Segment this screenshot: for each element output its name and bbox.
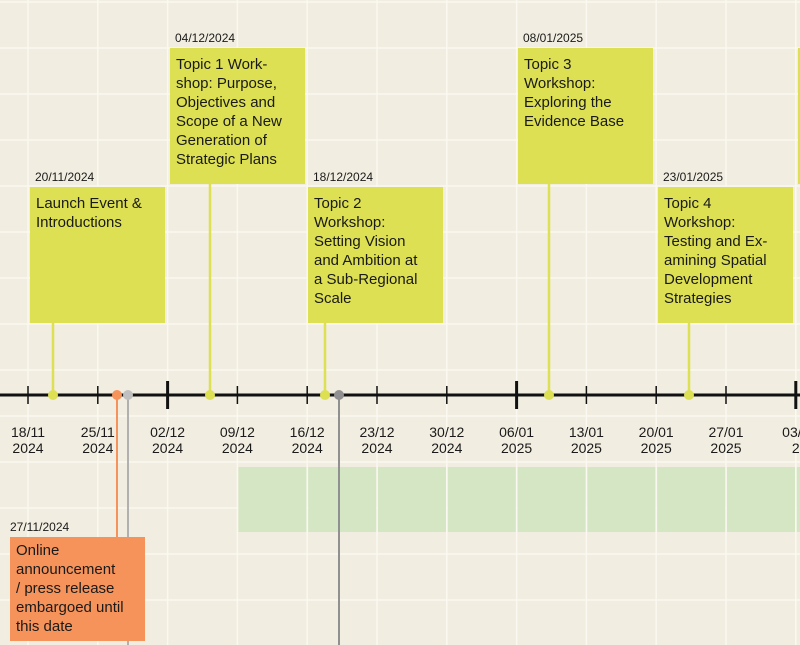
event-text: Evidence Base <box>524 113 625 130</box>
tick-text: 2024 <box>152 440 184 456</box>
tick-label: 18/11 2024 <box>0 424 58 456</box>
tick-text: 2024 <box>431 440 463 456</box>
schedule-band <box>308 467 377 532</box>
schedule-band <box>238 467 307 532</box>
event-text: Scope of a New <box>176 113 282 130</box>
event-text: this date <box>16 618 73 635</box>
event-text: Scale <box>314 290 352 307</box>
event-text: Testing and Ex- <box>664 233 768 250</box>
event-text: shop: Purpose, <box>176 75 277 92</box>
event-text: amining Spatial <box>664 252 767 269</box>
event-card: Topic 2 Workshop: Setting Vision and Ambiti… <box>308 187 443 323</box>
tick-text: 27/01 <box>708 424 744 440</box>
event-text: Introductions <box>36 214 122 231</box>
tick-text: 25/11 <box>80 424 115 440</box>
event-dot <box>334 390 344 400</box>
tick-text: 2024 <box>82 440 114 456</box>
event-text: a Sub-Regional <box>314 271 418 288</box>
tick-text: 20/01 <box>638 424 674 440</box>
event-card: Online announcement / press release embargo… <box>10 537 145 641</box>
event-dot <box>123 390 133 400</box>
event-dot <box>544 390 554 400</box>
schedule-band <box>587 467 656 532</box>
tick-text: 02/12 <box>150 424 186 440</box>
event-card <box>798 48 800 184</box>
tick-label: 16/12 2024 <box>277 424 337 456</box>
tick-text: 2024 <box>361 440 393 456</box>
event-text: / press release <box>16 580 115 597</box>
event-text: Workshop: <box>664 214 736 231</box>
tick-text: 2024 <box>12 440 44 456</box>
event-date: 18/12/2024 <box>313 170 374 184</box>
schedule-band <box>378 467 446 532</box>
event-dot <box>112 390 122 400</box>
tick-text: 16/12 <box>289 424 325 440</box>
tick-label: 30/12 2024 <box>417 424 477 456</box>
tick-text: 2025 <box>640 440 672 456</box>
tick-label: 03/02 <box>766 424 800 456</box>
event-card: Topic 4 Workshop: Testing and Ex-amining S… <box>658 187 793 323</box>
event-date: 27/11/2024 <box>10 520 70 534</box>
event-date: 04/12/2024 <box>175 31 236 45</box>
tick-text: 2025 <box>710 440 742 456</box>
tick-text: 09/12 <box>219 424 255 440</box>
tick-label: 13/01 2025 <box>556 424 616 456</box>
event-text: and Ambition at <box>314 252 418 269</box>
tick-text: 2025 <box>570 440 602 456</box>
event-text: Topic 4 <box>664 195 712 212</box>
tick-label: 02/12 2024 <box>138 424 198 456</box>
event-date: 20/11/2024 <box>35 170 95 184</box>
event-card: Launch Event & Introductions <box>30 187 165 323</box>
tick-label: 25/11 2024 <box>68 424 128 456</box>
event-text: embargoed until <box>16 599 124 616</box>
event-text: Workshop: <box>314 214 386 231</box>
schedule-band <box>657 467 726 532</box>
tick-text: 13/01 <box>568 424 604 440</box>
event-text: Exploring the <box>524 94 612 111</box>
tick-text: 18/11 <box>11 424 45 440</box>
event-card: Topic 3 Workshop: Exploring the Evidence Ba… <box>518 48 653 184</box>
event-card: Topic 1 Work-shop: Purpose, Objectives an… <box>170 48 305 184</box>
event-text: Setting Vision <box>314 233 406 250</box>
tick-text: 2024 <box>221 440 253 456</box>
event-dot <box>48 390 58 400</box>
event-text: Generation of <box>176 132 267 149</box>
schedule-band <box>796 467 800 532</box>
tick-label: 06/01 2025 <box>487 424 547 456</box>
schedule-band <box>447 467 516 532</box>
event-dot <box>684 390 694 400</box>
event-dot <box>205 390 215 400</box>
schedule-band <box>727 467 795 532</box>
event-date: 23/01/2025 <box>663 170 724 184</box>
tick-text: 2024 <box>291 440 323 456</box>
tick-label: 09/12 2024 <box>207 424 267 456</box>
tick-text: 06/01 <box>499 424 535 440</box>
tick-label: 23/12 2024 <box>347 424 407 456</box>
tick-label: 27/01 2025 <box>696 424 756 456</box>
event-text: Strategic Plans <box>176 151 277 168</box>
event-date: 08/01/2025 <box>523 31 584 45</box>
event-text: Topic 1 Work- <box>176 56 268 73</box>
event-text: Development <box>664 271 753 288</box>
tick-text: 2025 <box>501 440 533 456</box>
schedule-band <box>517 467 586 532</box>
event-text: Online <box>16 542 60 559</box>
event-text: Objectives and <box>176 94 276 111</box>
event-dot <box>320 390 330 400</box>
event-text: announcement <box>16 561 116 578</box>
tick-text: 23/12 <box>359 424 395 440</box>
tick-text: 03/0 <box>782 424 800 440</box>
event-text: Strategies <box>664 290 732 307</box>
event-text: Launch Event & <box>36 195 142 212</box>
tick-text: 2 <box>791 440 800 456</box>
tick-text: 30/12 <box>429 424 465 440</box>
tick-label: 20/01 2025 <box>626 424 686 456</box>
event-text: Topic 3 <box>524 56 572 73</box>
event-text: Topic 2 <box>314 195 362 212</box>
event-text: Workshop: <box>524 75 596 92</box>
